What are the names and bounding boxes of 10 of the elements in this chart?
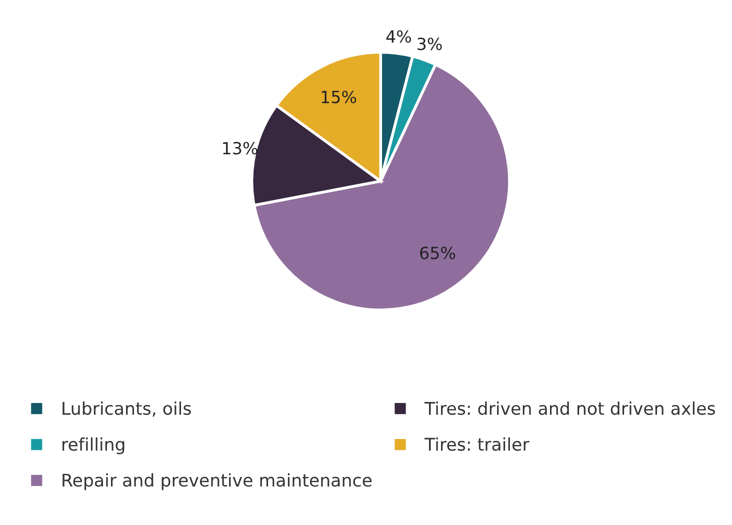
legend-label: Lubricants, oils <box>62 402 191 417</box>
legend-label: Tires: trailer <box>424 437 530 451</box>
legend-label: Repair and preventive maintenance <box>62 473 372 490</box>
legend-label: refilling <box>62 437 124 454</box>
data-label: 13% <box>223 142 258 154</box>
data-label: 65% <box>420 246 456 260</box>
data-label: 4% <box>386 30 412 43</box>
data-label: 3% <box>418 38 442 50</box>
legend-label: Tires: driven and not driven axles <box>424 402 715 415</box>
data-label: 15% <box>322 90 356 104</box>
